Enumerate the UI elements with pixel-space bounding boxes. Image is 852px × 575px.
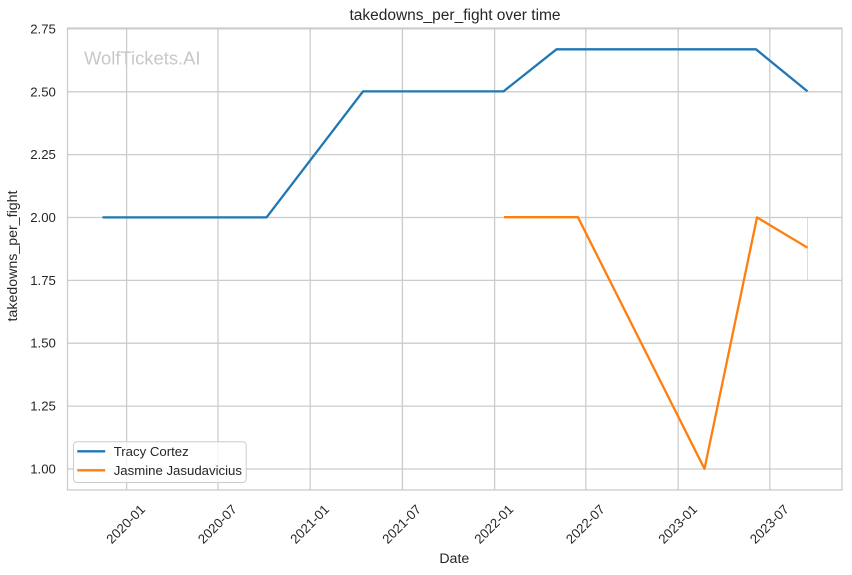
svg-text:1.50: 1.50 [30,336,56,351]
svg-text:Tracy Cortez: Tracy Cortez [114,444,189,459]
svg-text:WolfTickets.AI: WolfTickets.AI [84,47,201,68]
svg-text:1.25: 1.25 [30,399,56,414]
svg-text:2.00: 2.00 [30,210,56,225]
svg-text:2.50: 2.50 [30,84,56,99]
svg-text:Jasmine Jasudavicius: Jasmine Jasudavicius [114,463,243,478]
svg-text:1.00: 1.00 [30,462,56,477]
svg-text:2.25: 2.25 [30,147,56,162]
svg-text:1.75: 1.75 [30,273,56,288]
svg-text:takedowns_per_fight over time: takedowns_per_fight over time [349,7,560,24]
svg-text:takedowns_per_fight: takedowns_per_fight [5,190,21,321]
svg-text:2.75: 2.75 [30,21,56,36]
svg-text:Date: Date [439,551,469,567]
